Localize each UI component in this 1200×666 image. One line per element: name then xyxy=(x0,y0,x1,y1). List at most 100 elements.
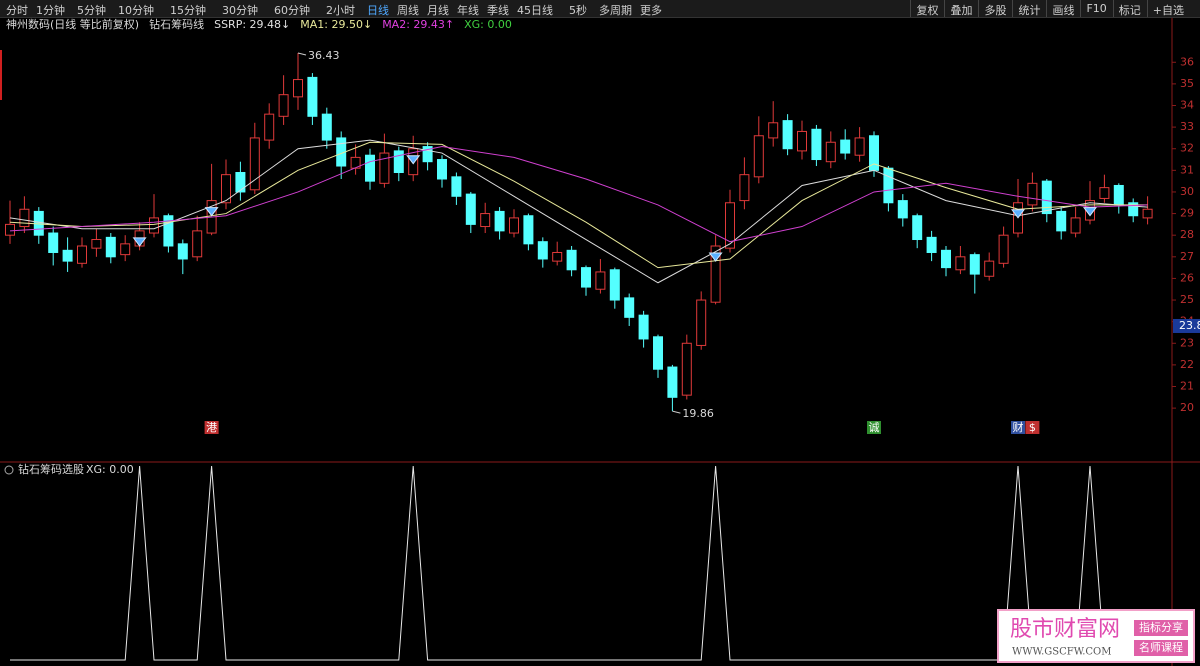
tool-button[interactable]: 复权 xyxy=(916,4,939,17)
candle-body xyxy=(523,215,534,245)
candle-body xyxy=(753,135,764,178)
candle-body xyxy=(969,254,980,275)
tool-button[interactable]: 画线 xyxy=(1052,4,1075,17)
period-tab[interactable]: 周线 xyxy=(397,4,419,17)
period-tab[interactable]: 45日线 xyxy=(517,4,553,17)
ma-line xyxy=(9,141,1148,269)
candle-body xyxy=(393,150,404,174)
period-tab[interactable]: 2小时 xyxy=(326,4,355,17)
candle-body xyxy=(739,174,750,202)
candle-body xyxy=(48,232,59,253)
period-tab[interactable]: 5秒 xyxy=(569,4,587,17)
candle-body xyxy=(62,249,73,262)
tool-button[interactable]: +自选 xyxy=(1152,4,1184,17)
y-tick-label: 27 xyxy=(1180,250,1194,263)
tool-button[interactable]: F10 xyxy=(1086,2,1107,15)
period-tab[interactable]: 季线 xyxy=(487,4,509,17)
candle-body xyxy=(1142,208,1153,219)
candle-body xyxy=(941,249,951,269)
separator xyxy=(1046,0,1048,17)
candle-body xyxy=(293,79,303,98)
period-tab[interactable]: 年线 xyxy=(457,4,479,17)
candle-body xyxy=(1070,217,1081,234)
watermark-tag: 名师课程 xyxy=(1139,640,1183,654)
candle-body xyxy=(163,215,174,247)
event-label: $ xyxy=(1029,421,1036,434)
candle-body xyxy=(120,243,131,256)
candle-body xyxy=(105,236,116,258)
period-tab[interactable]: 1分钟 xyxy=(36,4,65,17)
candle-body xyxy=(235,172,246,193)
arrow xyxy=(297,52,307,56)
y-tick-label: 26 xyxy=(1180,271,1194,284)
tag-bg xyxy=(1134,640,1188,656)
period-tab[interactable]: 10分钟 xyxy=(118,4,154,17)
candle-body xyxy=(1099,187,1110,199)
candle-body xyxy=(912,215,923,241)
watermark-tag: 指标分享 xyxy=(1139,620,1183,634)
candle-body xyxy=(91,239,102,249)
candle-body xyxy=(278,94,289,117)
candle-body xyxy=(537,241,548,260)
candle-body xyxy=(77,245,87,264)
period-tab[interactable]: 15分钟 xyxy=(170,4,206,17)
period-tab[interactable]: 分时 xyxy=(6,4,28,17)
period-tab[interactable]: 多周期 xyxy=(599,4,632,17)
y-tick-label: 35 xyxy=(1180,77,1194,90)
tool-button[interactable]: 叠加 xyxy=(950,4,973,17)
tool-button[interactable]: 多股 xyxy=(984,4,1007,17)
watermark-url: WWW.GSCFW.COM xyxy=(1012,647,1112,658)
low-label: 19.86 xyxy=(682,407,714,420)
toolbar: 分时 1分钟 5分钟 10分钟 15分钟 30分钟 60分钟 2小时 日线 周线 月线 年线 季线 45日… xyxy=(0,0,1200,18)
y-tick-label: 29 xyxy=(1180,207,1194,220)
event-tag xyxy=(204,421,219,434)
candle-body xyxy=(509,217,519,234)
candle-body xyxy=(883,167,894,204)
candle-body xyxy=(149,217,159,234)
candle-body xyxy=(365,154,375,182)
candle-body xyxy=(5,223,15,236)
separator xyxy=(978,0,980,17)
candle-body xyxy=(595,271,606,290)
indicator-label: MA2: 29.43↑ xyxy=(382,18,454,31)
candle-body xyxy=(782,120,793,150)
event-label: 财 xyxy=(1013,420,1024,434)
separator xyxy=(944,0,946,17)
event-tag xyxy=(1011,421,1025,434)
candle-body xyxy=(19,208,30,228)
period-tab[interactable]: 日线 xyxy=(367,4,389,17)
period-tab[interactable]: 30分钟 xyxy=(222,4,258,17)
y-tick-label: 31 xyxy=(1180,163,1194,176)
tool-button[interactable]: 标记 xyxy=(1118,4,1141,17)
event-label: 港 xyxy=(206,421,217,434)
candle-body xyxy=(609,269,620,301)
event-tag xyxy=(867,421,881,434)
candle-body xyxy=(566,249,577,271)
period-tab[interactable]: 60分钟 xyxy=(274,4,310,17)
watermark-title: 股市财富网 xyxy=(1010,617,1120,642)
left-marker xyxy=(0,50,2,100)
y-tick-label: 20 xyxy=(1180,401,1194,414)
signal-diamond xyxy=(1011,209,1025,219)
indicator-label: 神州数码(日线 等比前复权) xyxy=(6,17,139,31)
candle-body xyxy=(1128,202,1139,217)
candle-body xyxy=(696,299,707,346)
y-tick-label: 22 xyxy=(1180,358,1194,371)
indicator-label: SSRP: 29.48↓ xyxy=(214,18,290,31)
period-tab[interactable]: 月线 xyxy=(427,4,449,17)
period-tab[interactable]: 更多 xyxy=(640,4,662,17)
candle-body xyxy=(624,297,635,318)
event-tag xyxy=(1025,421,1040,434)
candle-body xyxy=(494,210,505,232)
candle-body xyxy=(797,130,807,152)
candle-body xyxy=(1113,184,1124,206)
candle-body xyxy=(379,152,390,184)
period-tab[interactable]: 5分钟 xyxy=(77,4,106,17)
signal-diamond xyxy=(204,207,219,217)
separator xyxy=(1112,0,1114,17)
tool-button[interactable]: 统计 xyxy=(1018,4,1041,17)
candle-body xyxy=(307,76,318,117)
panel-title: 钻石筹码选股 xyxy=(18,462,84,476)
